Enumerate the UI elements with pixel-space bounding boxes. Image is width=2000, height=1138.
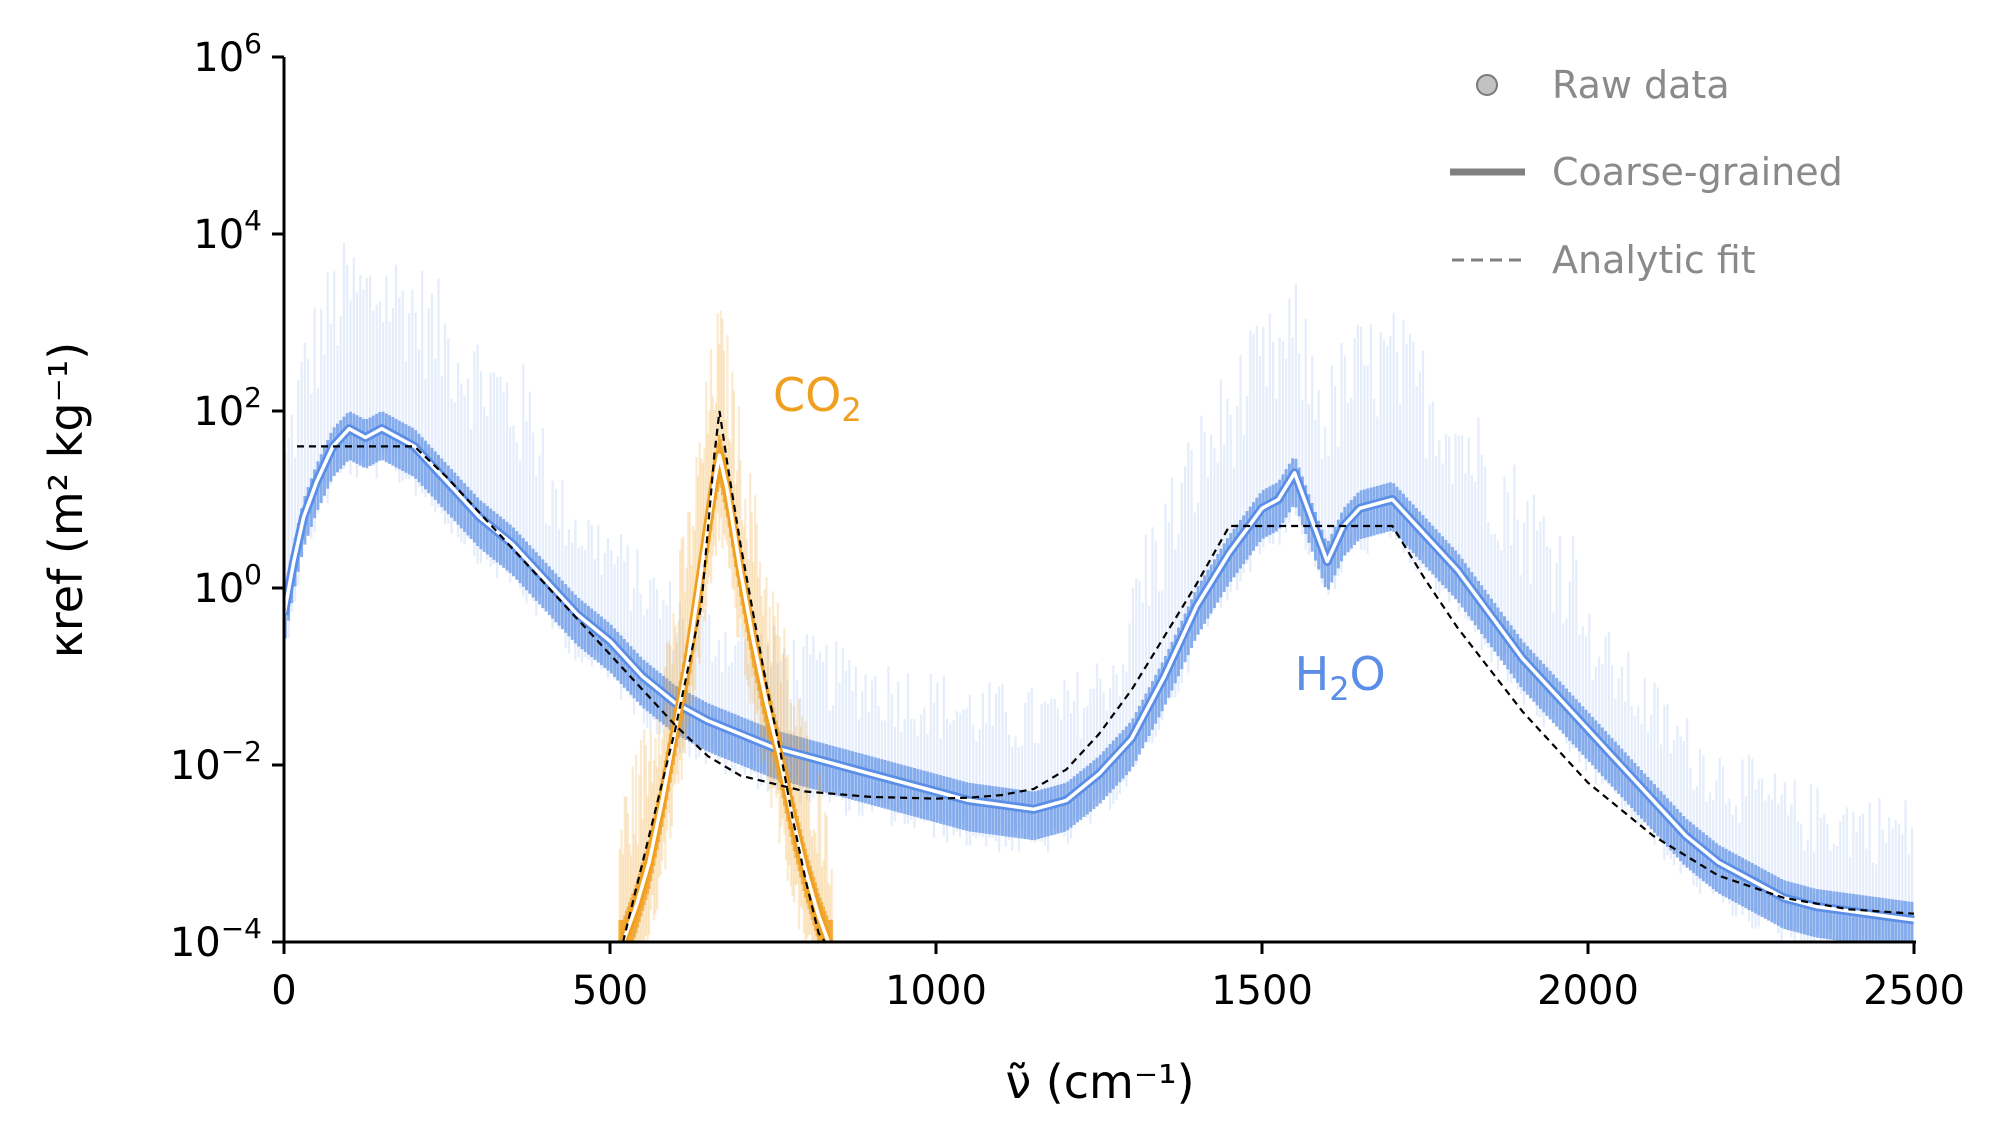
- y-tick-label: 10−4: [170, 912, 262, 966]
- x-tick-label: 1000: [885, 968, 987, 1014]
- species-label-co2: CO2: [773, 368, 862, 429]
- y-ticks: 10−4 10−2 100 102 104 106: [170, 27, 284, 966]
- x-tick-label: 2500: [1863, 968, 1965, 1014]
- legend: Raw data Coarse-grained Analytic fit: [1450, 63, 1843, 282]
- legend-label: Coarse-grained: [1552, 150, 1843, 194]
- legend-label: Raw data: [1552, 63, 1730, 107]
- species-label-h2o: H2O: [1295, 647, 1386, 708]
- analytic-fit-h2o: [297, 445, 1915, 915]
- line-layer: [284, 410, 1915, 943]
- y-tick-label: 104: [193, 204, 262, 258]
- raw-data-layer: [284, 242, 1914, 943]
- x-tick-label: 2000: [1537, 968, 1639, 1014]
- analytic-fit-co2: [621, 410, 827, 943]
- y-tick-label: 106: [193, 27, 262, 81]
- species-labels: H2O CO2: [773, 368, 1386, 708]
- x-tick-label: 1500: [1211, 968, 1313, 1014]
- legend-label: Analytic fit: [1552, 238, 1756, 282]
- legend-symbol-marker: [1476, 74, 1498, 96]
- y-tick-label: 10−2: [170, 735, 262, 789]
- y-tick-label: 102: [193, 381, 262, 435]
- y-axis-label: κref (m² kg⁻¹): [39, 342, 93, 658]
- x-tick-label: 0: [271, 968, 296, 1014]
- x-ticks: 0 500 1000 1500 2000 2500: [271, 942, 1965, 1014]
- x-axis-label: ν̃ (cm⁻¹): [1005, 1055, 1194, 1109]
- y-tick-label: 100: [193, 558, 262, 612]
- x-tick-label: 500: [572, 968, 648, 1014]
- coarse-grained-h2o: [284, 426, 1915, 922]
